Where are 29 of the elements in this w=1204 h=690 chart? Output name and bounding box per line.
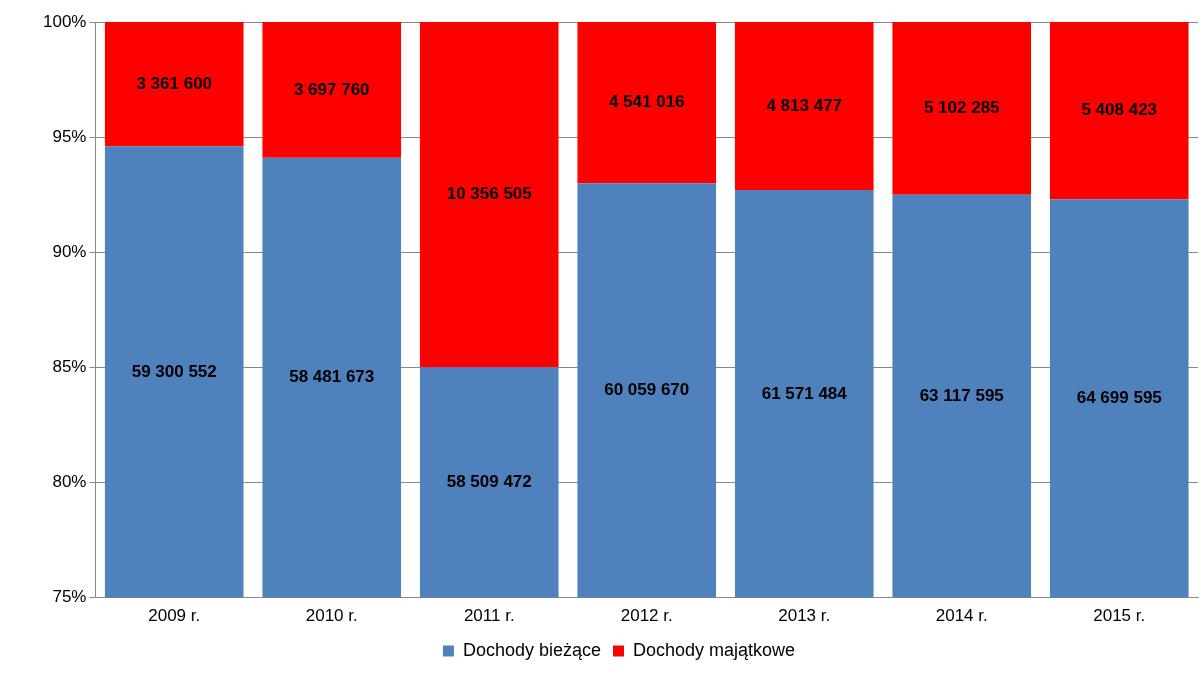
x-tick-label: 2011 r.	[463, 606, 515, 626]
annotation: 58 509 472	[446, 472, 532, 492]
legend-label: Dochody majątkowe	[633, 639, 796, 660]
annotation: 63 117 595	[919, 385, 1004, 405]
annotation: 64 699 595	[1076, 388, 1162, 408]
annotation: 10 356 505	[446, 184, 532, 204]
annotation: 59 300 552	[131, 361, 217, 381]
annotation: 58 481 673	[289, 367, 375, 387]
x-tick-label: 2012 r.	[620, 606, 673, 626]
x-tick-label: 2009 r.	[148, 606, 201, 626]
x-tick-label: 2015 r.	[1093, 606, 1146, 626]
annotation: 60 059 670	[604, 380, 690, 400]
annotation: 61 571 484	[761, 383, 848, 403]
legend-label: Dochody bieżące	[462, 639, 602, 660]
y-tick-label: 90%	[52, 241, 87, 261]
x-tick-label: 2014 r.	[935, 606, 988, 626]
annotation: 4 541 016	[608, 92, 685, 112]
y-tick-label: 85%	[52, 357, 87, 377]
annotation: 3 361 600	[136, 73, 213, 93]
y-tick-label: 75%	[52, 587, 87, 607]
y-tick-label: 80%	[52, 472, 87, 492]
annotation: 5 102 285	[923, 98, 1000, 118]
y-tick-label: 100%	[43, 11, 87, 31]
y-tick-label: 95%	[52, 126, 87, 146]
annotation: 5 408 423	[1081, 100, 1158, 120]
annotation: 4 813 477	[766, 95, 843, 115]
x-tick-label: 2010 r.	[305, 606, 358, 626]
x-tick-label: 2013 r.	[778, 606, 831, 626]
annotation: 3 697 760	[293, 79, 370, 99]
